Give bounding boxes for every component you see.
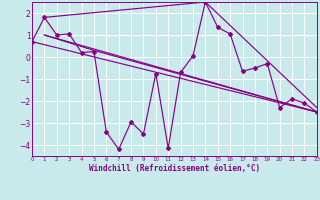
X-axis label: Windchill (Refroidissement éolien,°C): Windchill (Refroidissement éolien,°C) bbox=[89, 164, 260, 173]
